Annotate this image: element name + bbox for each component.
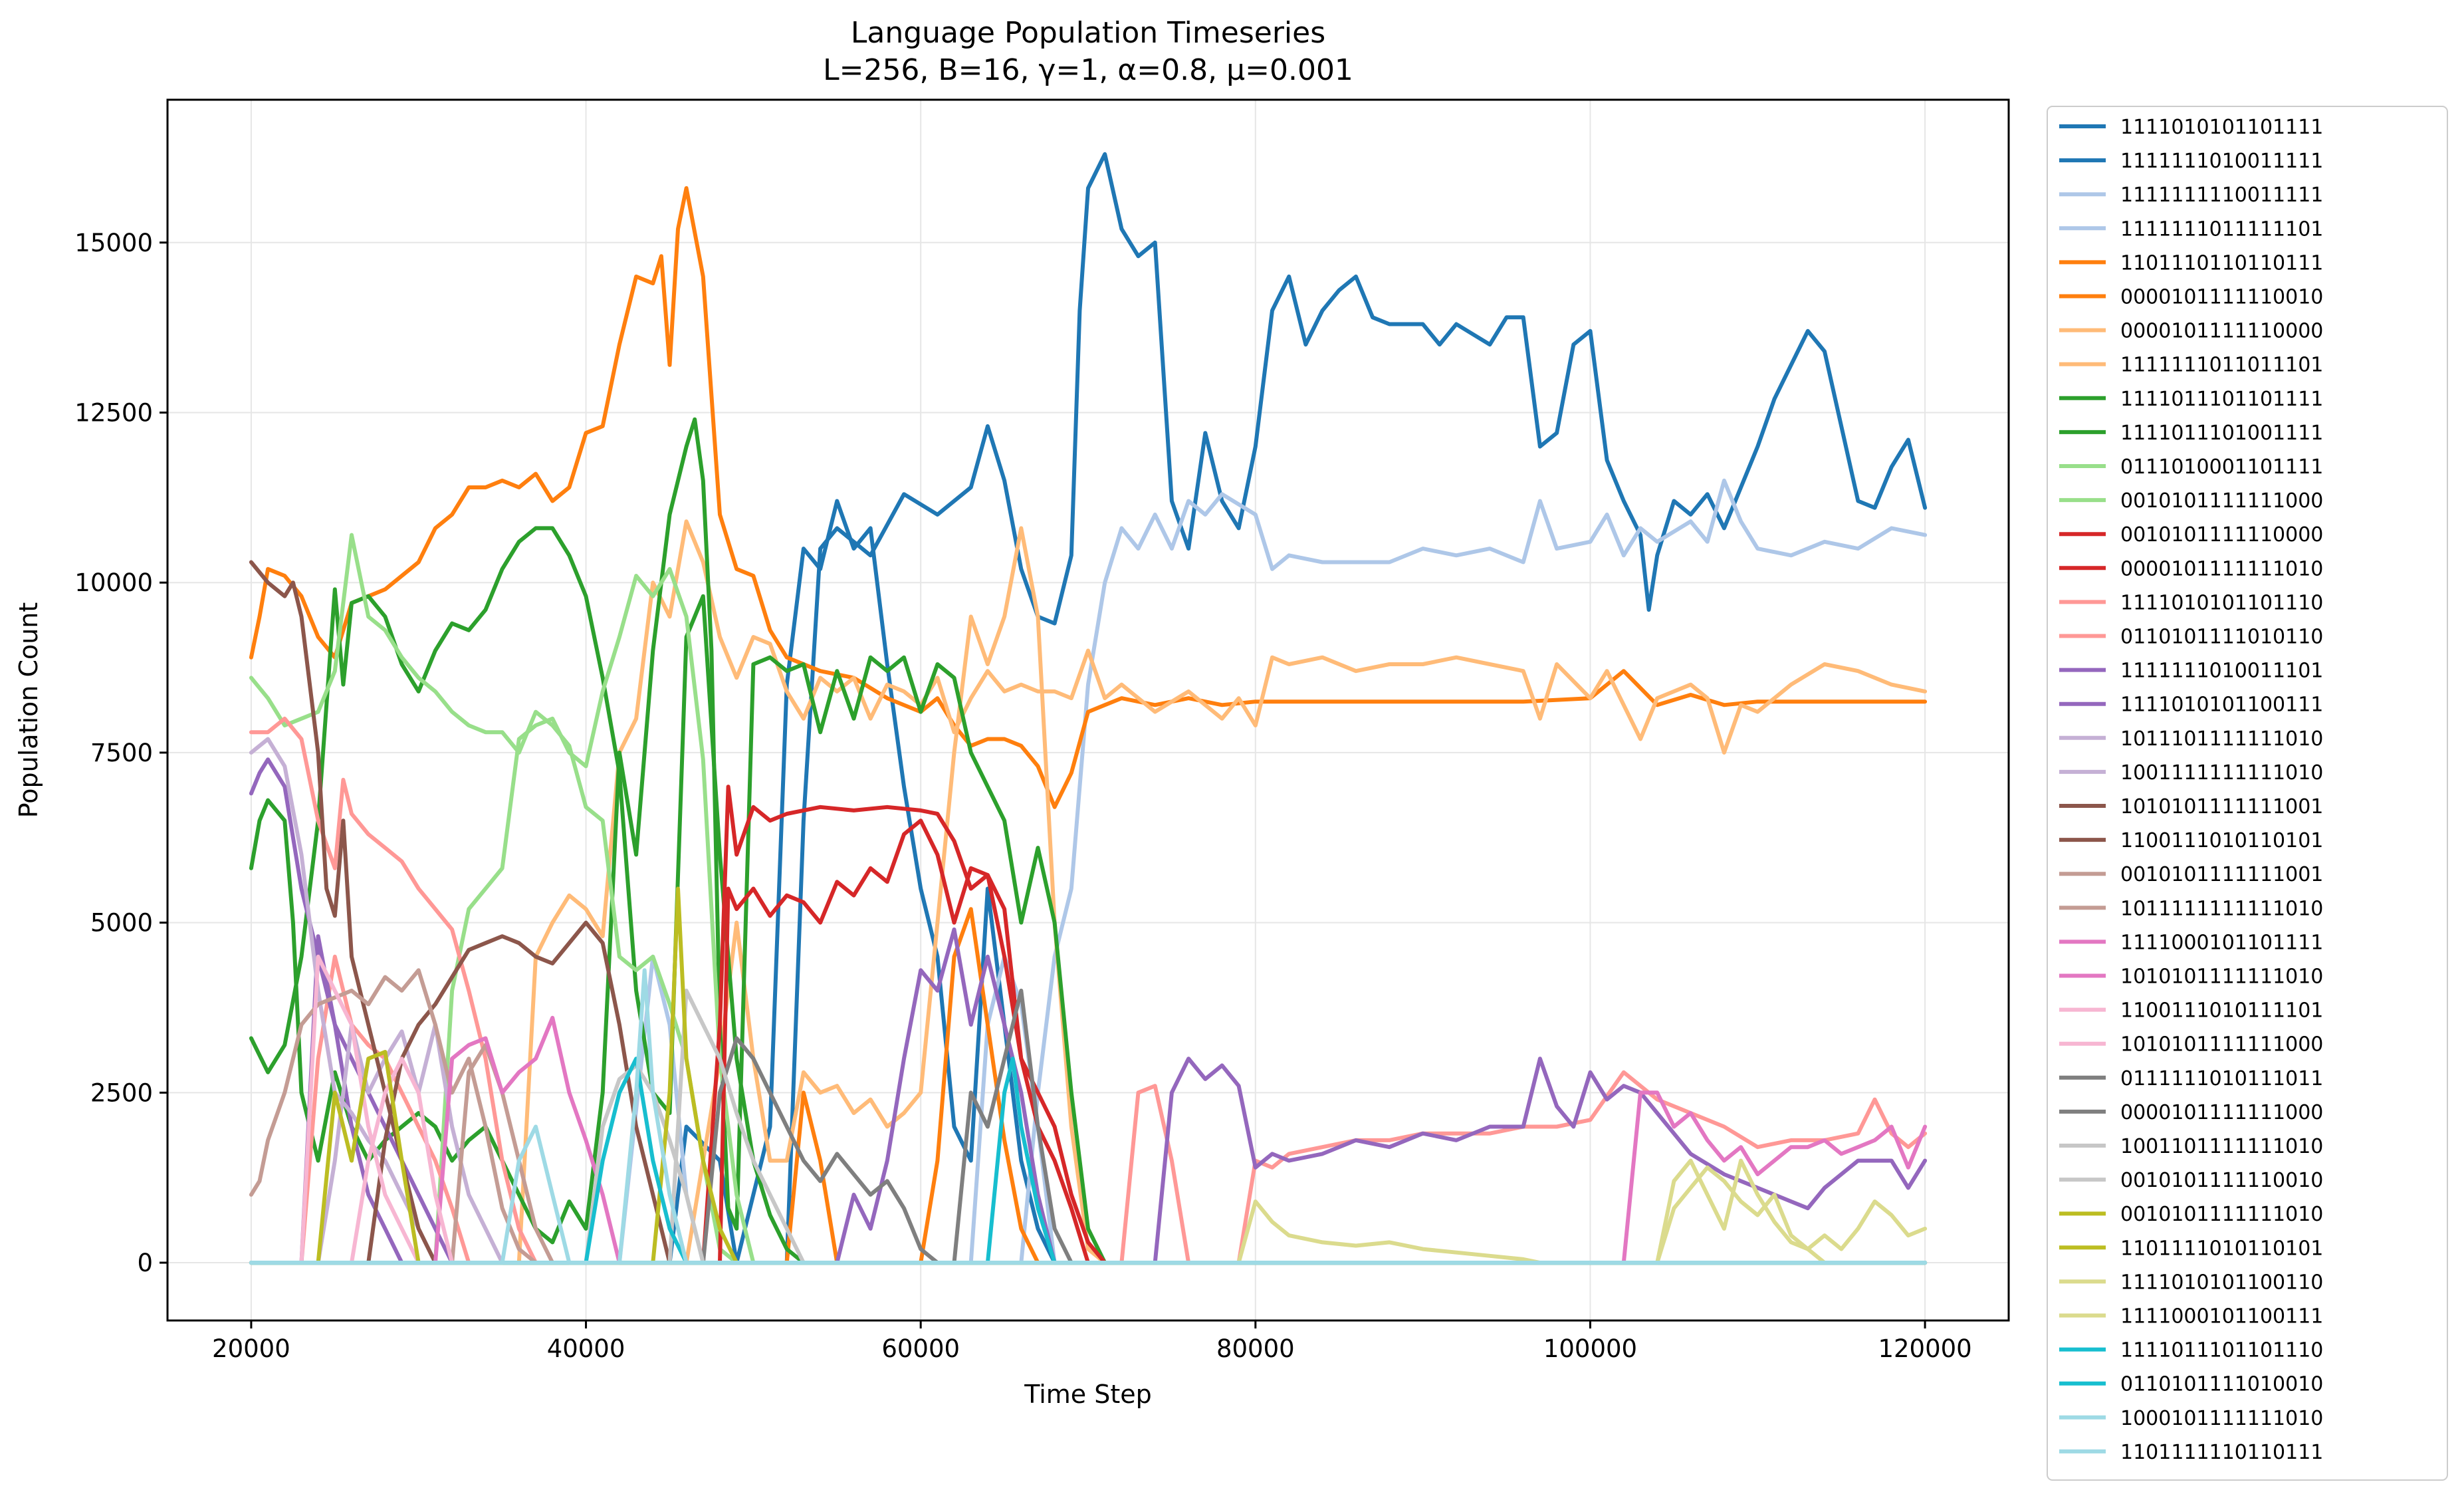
legend-entry-label: 1010101111111001 xyxy=(2120,795,2323,818)
series-line-0010101111111001 xyxy=(249,968,1928,1265)
legend-entry-label: 0010101111110000 xyxy=(2120,523,2323,547)
y-tick-label: 12500 xyxy=(74,399,153,428)
series-line-1101111010110101 xyxy=(249,1050,1928,1265)
series-line-0000101111111010 xyxy=(249,818,1928,1265)
legend-entry-label: 0000101111110010 xyxy=(2120,286,2323,309)
legend-entry-label: 0000101111111010 xyxy=(2120,557,2323,580)
legend-entry-label: 0000101111110000 xyxy=(2120,320,2323,343)
legend-entry-label: 0110101111010110 xyxy=(2120,626,2323,649)
x-tick-label: 120000 xyxy=(1878,1334,1971,1363)
series-line-0110101111010010 xyxy=(249,1057,1928,1265)
legend-entry-label: 1010101111111000 xyxy=(2120,1033,2323,1057)
legend-entry-label: 0111010001101111 xyxy=(2120,455,2323,479)
series-line-1101110110110111 xyxy=(249,186,1928,809)
series-line-1111111011011101 xyxy=(249,519,1928,1265)
x-tick-label: 20000 xyxy=(212,1334,290,1363)
legend-entry-label: 1111010101100110 xyxy=(2120,1271,2323,1294)
legend-entry-label: 1001111111111010 xyxy=(2120,761,2323,785)
legend-entry-label: 0110101111010010 xyxy=(2120,1373,2323,1396)
legend-entry-label: 1101111110110111 xyxy=(2120,1441,2323,1464)
series-line-1111000101101111 xyxy=(249,1090,1928,1265)
series-line-0010101111110010 xyxy=(249,988,1928,1265)
y-tick-label: 7500 xyxy=(90,739,153,767)
legend: 1111010101101111 1111111010011111 11111111… xyxy=(2047,106,2448,1481)
series-line-1100111010111101 xyxy=(249,954,1928,1265)
legend-entry-label: 1111111110011111 xyxy=(2120,184,2323,207)
legend-entry-label: 1000101111111010 xyxy=(2120,1407,2323,1430)
series-line-1001101111111010 xyxy=(249,1063,1928,1265)
legend-entry-label: 1111011101101110 xyxy=(2120,1339,2323,1362)
legend-entry-label: 1101111010110101 xyxy=(2120,1237,2323,1260)
legend-entry-label: 0010101111111000 xyxy=(2120,489,2323,513)
legend-entry-label: 0010101111111001 xyxy=(2120,863,2323,886)
legend-entry-label: 0000101111111000 xyxy=(2120,1101,2323,1124)
legend-entry-label: 1111011101001111 xyxy=(2120,422,2323,445)
chart-title: Language Population Timeseries xyxy=(851,16,1325,50)
chart-subtitle: L=256, B=16, γ=1, α=0.8, μ=0.001 xyxy=(823,53,1353,87)
legend-entry-label: 1100111010110101 xyxy=(2120,829,2323,852)
legend-entry-label: 1111111011111101 xyxy=(2120,217,2323,241)
legend-entry-label: 0111111010111011 xyxy=(2120,1067,2323,1090)
legend-entry-label: 1111010101100111 xyxy=(2120,693,2323,717)
series-line-1111000101100111 xyxy=(249,1165,1928,1265)
y-tick-label: 0 xyxy=(137,1249,153,1277)
series-line-0010101111110000 xyxy=(249,785,1928,1265)
legend-entry-label: 1010101111111010 xyxy=(2120,965,2323,989)
legend-entry-label: 0010101111110010 xyxy=(2120,1169,2323,1192)
series-line-0111111010111011 xyxy=(249,988,1928,1265)
x-axis-label: Time Step xyxy=(1024,1380,1152,1409)
legend-entry-label: 1111000101101111 xyxy=(2120,931,2323,954)
series-line-0111010001101111 xyxy=(249,566,1928,1265)
legend-box xyxy=(2047,106,2448,1481)
series-line-1010101111111001 xyxy=(249,920,1928,1265)
legend-entry-label: 1001101111111010 xyxy=(2120,1135,2323,1158)
x-tick-label: 80000 xyxy=(1216,1334,1295,1363)
x-tick-label: 100000 xyxy=(1543,1334,1637,1363)
series-line-1101111110110111 xyxy=(249,968,1928,1265)
legend-entry-label: 1101110110110111 xyxy=(2120,251,2323,275)
plot-frame xyxy=(166,98,2010,1322)
legend-entry-label: 1100111010111101 xyxy=(2120,999,2323,1023)
legend-entry-label: 1111111010011101 xyxy=(2120,660,2323,683)
axis-ticks: 20000 40000 60000 80000 100000 120000 0 2500 500… xyxy=(74,229,1971,1363)
series-line-1111111010011111 xyxy=(249,152,1928,1265)
x-tick-label: 40000 xyxy=(547,1334,625,1363)
series-lines xyxy=(249,152,1928,1265)
legend-entry-label: 1111000101100111 xyxy=(2120,1305,2323,1328)
legend-entry-label: 1111011101101111 xyxy=(2120,388,2323,411)
legend-entry-label: 1111010101101111 xyxy=(2120,116,2323,139)
series-line-0010101111111010 xyxy=(249,886,1928,1265)
series-line-0010101111111000 xyxy=(249,533,1928,1265)
y-tick-label: 10000 xyxy=(74,568,153,597)
series-line-1001111111111010 xyxy=(249,1023,1928,1265)
series-line-1100111010110101 xyxy=(249,560,1928,1265)
series-line-1010101111111000 xyxy=(249,1057,1928,1265)
series-line-1111010101100110 xyxy=(249,1158,1928,1265)
legend-entry-label: 0010101111111010 xyxy=(2120,1203,2323,1226)
legend-entry-label: 1111010101101110 xyxy=(2120,591,2323,614)
series-line-1111111110011111 xyxy=(249,478,1928,1265)
y-tick-label: 5000 xyxy=(90,909,153,938)
x-tick-label: 60000 xyxy=(881,1334,960,1363)
y-tick-label: 15000 xyxy=(74,229,153,257)
series-line-1111011101101110 xyxy=(249,1057,1928,1265)
legend-entry-label: 1011101111111010 xyxy=(2120,727,2323,751)
legend-entry-label: 1011111111111010 xyxy=(2120,897,2323,920)
y-axis-label: Population Count xyxy=(14,602,43,818)
legend-entry-label: 1111111011011101 xyxy=(2120,354,2323,377)
series-line-0000101111111000 xyxy=(249,1036,1928,1265)
series-line-0000101111110010 xyxy=(249,907,1928,1265)
legend-entry-label: 1111111010011111 xyxy=(2120,150,2323,173)
y-tick-label: 2500 xyxy=(90,1078,153,1107)
